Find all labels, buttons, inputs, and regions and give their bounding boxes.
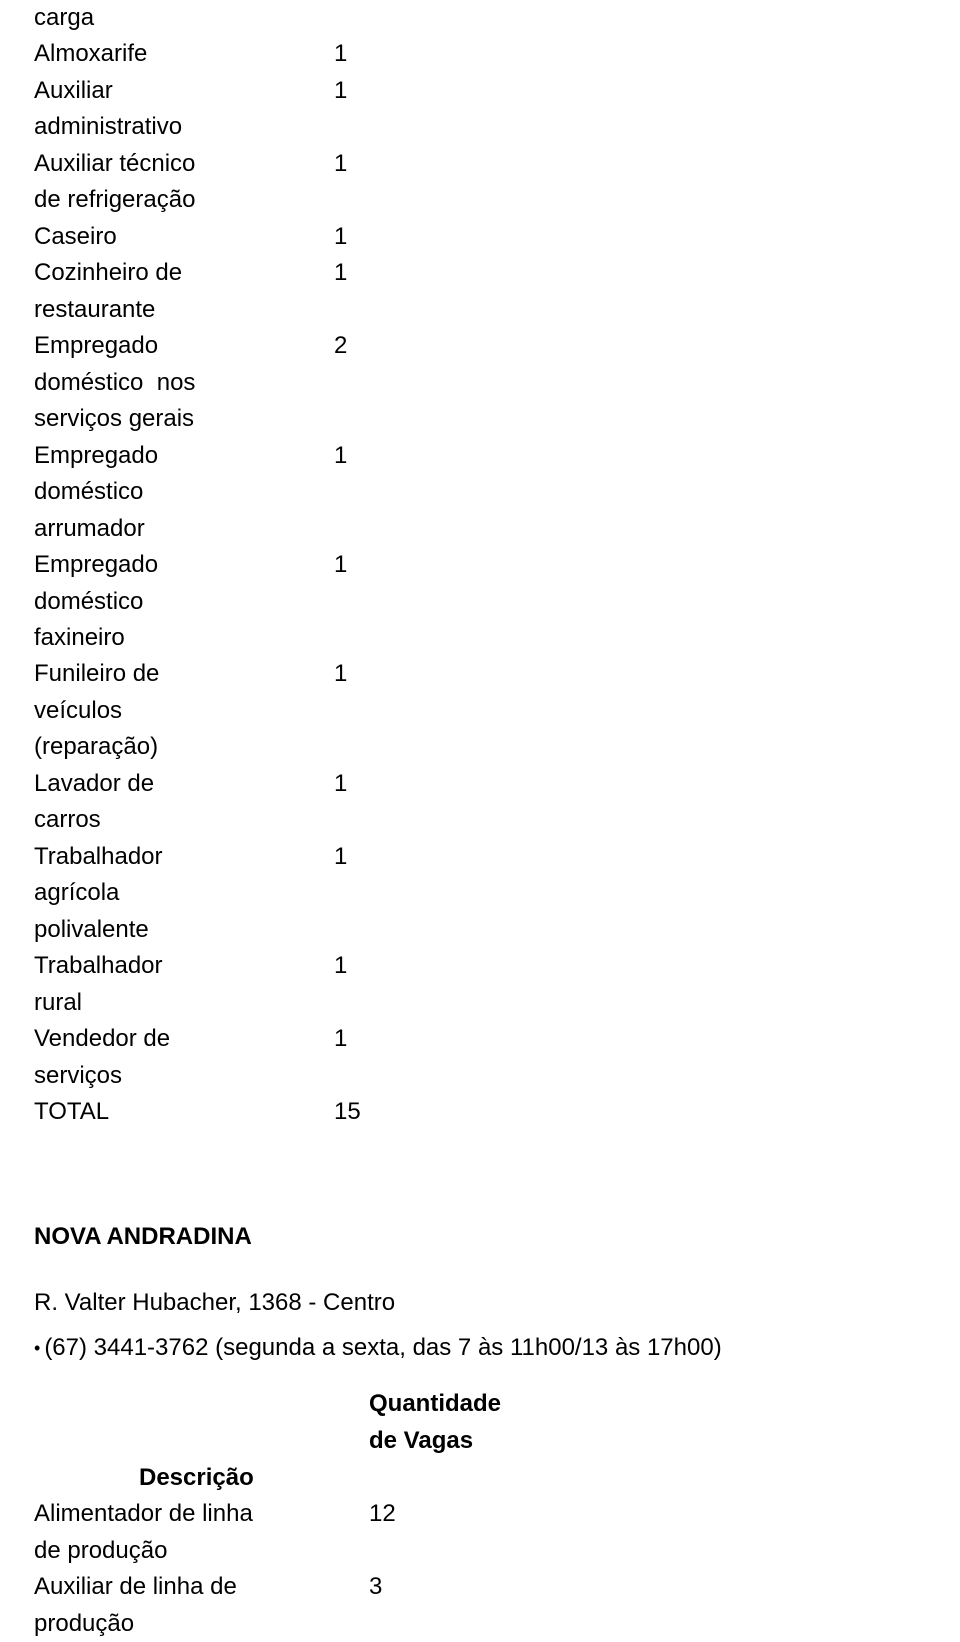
job-title-line: serviços gerais (34, 405, 194, 432)
vagas-header: de Vagas (369, 1422, 960, 1459)
job-title-line: Empregado (34, 551, 158, 578)
table-row: Auxiliar administrativo 1 (34, 73, 960, 146)
job-title: Auxiliar administrativo (34, 73, 334, 146)
job-title: Caseiro (34, 219, 334, 255)
section-title: NOVA ANDRADINA (34, 1219, 960, 1255)
bullet-icon: • (34, 1333, 40, 1364)
job-title: Lavador de carros (34, 766, 334, 839)
table-row: Funileiro de veículos (reparação) 1 (34, 656, 960, 765)
job-title-line: Trabalhador (34, 952, 163, 979)
job-title: Auxiliar de linha de produção (34, 1569, 369, 1642)
job-title: Empregado doméstico nos serviços gerais (34, 328, 334, 437)
job-count: 1 (334, 948, 394, 984)
job-title-line: Empregado (34, 442, 158, 469)
table-row: Almoxarife 1 (34, 36, 960, 72)
phone-schedule-text: (67) 3441-3762 (segunda a sexta, das 7 à… (44, 1328, 721, 1369)
job-title: Cozinheiro de restaurante (34, 255, 334, 328)
table-row: Auxiliar de linha de produção 3 (34, 1569, 960, 1642)
job-count: 1 (334, 255, 394, 291)
job-title-line: de produção (34, 1537, 167, 1564)
job-title: TOTAL (34, 1094, 334, 1130)
table-row: Lavador de carros 1 (34, 766, 960, 839)
job-title: Trabalhador rural (34, 948, 334, 1021)
address-line: R. Valter Hubacher, 1368 - Centro (34, 1285, 960, 1321)
job-count: 1 (334, 219, 394, 255)
table-row: Empregado doméstico arrumador 1 (34, 438, 960, 547)
job-title-line: Auxiliar técnico (34, 150, 195, 177)
job-count: 1 (334, 839, 394, 875)
job-count: 1 (334, 146, 394, 182)
job-count: 12 (369, 1496, 429, 1532)
table-row: Vendedor de serviços 1 (34, 1021, 960, 1094)
job-title-line: Empregado (34, 332, 158, 359)
phone-schedule-line: • (67) 3441-3762 (segunda a sexta, das 7… (34, 1328, 960, 1369)
job-title-line: Trabalhador (34, 843, 163, 870)
job-title-line: produção (34, 1610, 134, 1637)
job-title: Empregado doméstico arrumador (34, 438, 334, 547)
job-title-line: Alimentador de linha (34, 1500, 253, 1527)
job-count: 1 (334, 766, 394, 802)
job-title: Almoxarife (34, 36, 334, 72)
qty-header: Quantidade (369, 1385, 960, 1422)
job-title-line: de refrigeração (34, 186, 195, 213)
desc-header: Descrição (139, 1459, 960, 1496)
job-title: Empregado doméstico faxineiro (34, 547, 334, 656)
job-title-line: serviços (34, 1062, 122, 1089)
job-title-line: doméstico (34, 478, 143, 505)
job-title-line: carros (34, 806, 101, 833)
job-title-line: arrumador (34, 515, 145, 542)
job-title-line: Auxiliar (34, 77, 113, 104)
job-title-line: Auxiliar de linha de (34, 1573, 237, 1600)
job-title-line: Lavador de (34, 770, 154, 797)
table-row: carga (34, 0, 960, 36)
job-title: carga (34, 0, 334, 36)
job-title-line: administrativo (34, 113, 182, 140)
job-count: 1 (334, 656, 394, 692)
table-row: Empregado doméstico faxineiro 1 (34, 547, 960, 656)
job-title-line: polivalente (34, 916, 149, 943)
job-title-line: Vendedor de (34, 1025, 170, 1052)
table-row: TOTAL 15 (34, 1094, 960, 1130)
job-count: 2 (334, 328, 394, 364)
job-title-line: (reparação) (34, 733, 158, 760)
job-title: Auxiliar técnico de refrigeração (34, 146, 334, 219)
job-title-line: Funileiro de (34, 660, 159, 687)
job-count: 1 (334, 36, 394, 72)
job-title-line: veículos (34, 697, 122, 724)
table-header-block: Quantidade de Vagas Descrição (34, 1385, 960, 1497)
job-title-line: doméstico (34, 588, 143, 615)
job-title-line: Cozinheiro de (34, 259, 182, 286)
job-title-line: agrícola (34, 879, 119, 906)
job-title: Alimentador de linha de produção (34, 1496, 369, 1569)
job-title-line: doméstico nos (34, 369, 195, 396)
upper-job-table: carga Almoxarife 1 Auxiliar administrati… (34, 0, 960, 1131)
job-count: 1 (334, 73, 394, 109)
table-row: Cozinheiro de restaurante 1 (34, 255, 960, 328)
job-count: 1 (334, 438, 394, 474)
table-row: Auxiliar técnico de refrigeração 1 (34, 146, 960, 219)
job-title-line: rural (34, 989, 82, 1016)
job-title-line: faxineiro (34, 624, 125, 651)
table-row: Alimentador de linha de produção 12 (34, 1496, 960, 1569)
table-row: Caseiro 1 (34, 219, 960, 255)
job-count: 1 (334, 1021, 394, 1057)
job-title-line: restaurante (34, 296, 155, 323)
job-title: Vendedor de serviços (34, 1021, 334, 1094)
job-count: 1 (334, 547, 394, 583)
table-row: Empregado doméstico nos serviços gerais … (34, 328, 960, 437)
job-title: Funileiro de veículos (reparação) (34, 656, 334, 765)
table-row: Trabalhador rural 1 (34, 948, 960, 1021)
table-row: Trabalhador agrícola polivalente 1 (34, 839, 960, 948)
lower-job-table: Alimentador de linha de produção 12 Auxi… (34, 1496, 960, 1642)
job-count: 15 (334, 1094, 394, 1130)
job-title: Trabalhador agrícola polivalente (34, 839, 334, 948)
job-count: 3 (369, 1569, 429, 1605)
